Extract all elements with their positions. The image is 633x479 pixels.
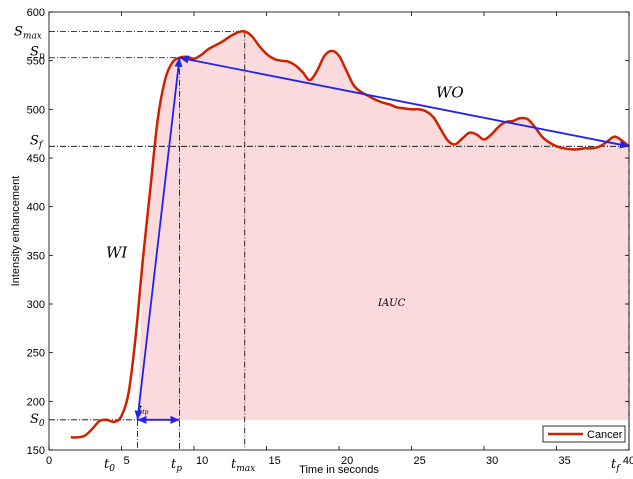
iauc-fill-layer	[137, 31, 629, 420]
arrow-wi	[136, 57, 181, 420]
arrowhead-start-t-tp	[137, 415, 147, 424]
y-tick-label: 500	[27, 104, 45, 116]
label-tf: tf	[611, 457, 621, 474]
label-wo: WO	[436, 84, 464, 102]
annotation-labels-layer: Smax Sp Sf S0 t0 tp tmax tf WI WO IAUC ttp	[14, 24, 621, 474]
arrowhead-end-wi	[134, 410, 143, 420]
y-tick-label: 450	[27, 153, 45, 165]
y-tick-label: 600	[27, 7, 45, 19]
x-tick-label: 35	[559, 455, 571, 467]
label-tp: tp	[171, 457, 182, 474]
y-tick-label: 400	[27, 202, 45, 214]
label-ttp: ttp	[139, 404, 149, 416]
x-tick-label: 40	[623, 455, 633, 467]
iauc-area	[137, 31, 629, 420]
x-tick-label: 30	[486, 455, 498, 467]
x-tick-label: 10	[196, 455, 208, 467]
label-smax: Smax	[14, 24, 42, 41]
y-axis-label: Intensity enhancement	[10, 176, 22, 287]
ticks-layer: 0 5 10 15 20 25 30 35 40 150 200 250 300 350 400 450 500…	[27, 7, 633, 467]
arrows-layer	[134, 55, 630, 424]
y-tick-label: 150	[27, 445, 45, 457]
label-t0: t0	[104, 457, 115, 474]
legend-label: Cancer	[587, 429, 623, 441]
arrowhead-start-wo	[179, 55, 190, 64]
x-axis-label: Time in seconds	[299, 464, 379, 476]
legend-box	[542, 425, 626, 443]
y-tick-label: 250	[27, 348, 45, 360]
legend: Cancer	[542, 425, 626, 443]
label-iauc: IAUC	[377, 298, 406, 309]
x-tick-label: 15	[269, 455, 281, 467]
arrow-wo	[179, 56, 630, 148]
label-wi: WI	[106, 243, 128, 261]
x-tick-label: 20	[341, 455, 353, 467]
label-tmax: tmax	[231, 457, 255, 474]
label-s0: S0	[30, 412, 45, 429]
label-sp: Sp	[30, 45, 45, 62]
y-tick-label: 200	[27, 396, 45, 408]
y-tick-label: 300	[27, 299, 45, 311]
x-tick-label: 0	[46, 455, 52, 467]
y-tick-label: 350	[27, 250, 45, 262]
x-tick-label: 5	[124, 455, 130, 467]
arrowhead-start-wi	[174, 57, 183, 68]
arrowhead-end-t-tp	[170, 415, 180, 424]
y-tick-label: 550	[27, 56, 45, 68]
x-tick-label: 25	[414, 455, 426, 467]
arrowhead-end-wo	[619, 140, 629, 149]
label-sf: Sf	[30, 133, 44, 150]
